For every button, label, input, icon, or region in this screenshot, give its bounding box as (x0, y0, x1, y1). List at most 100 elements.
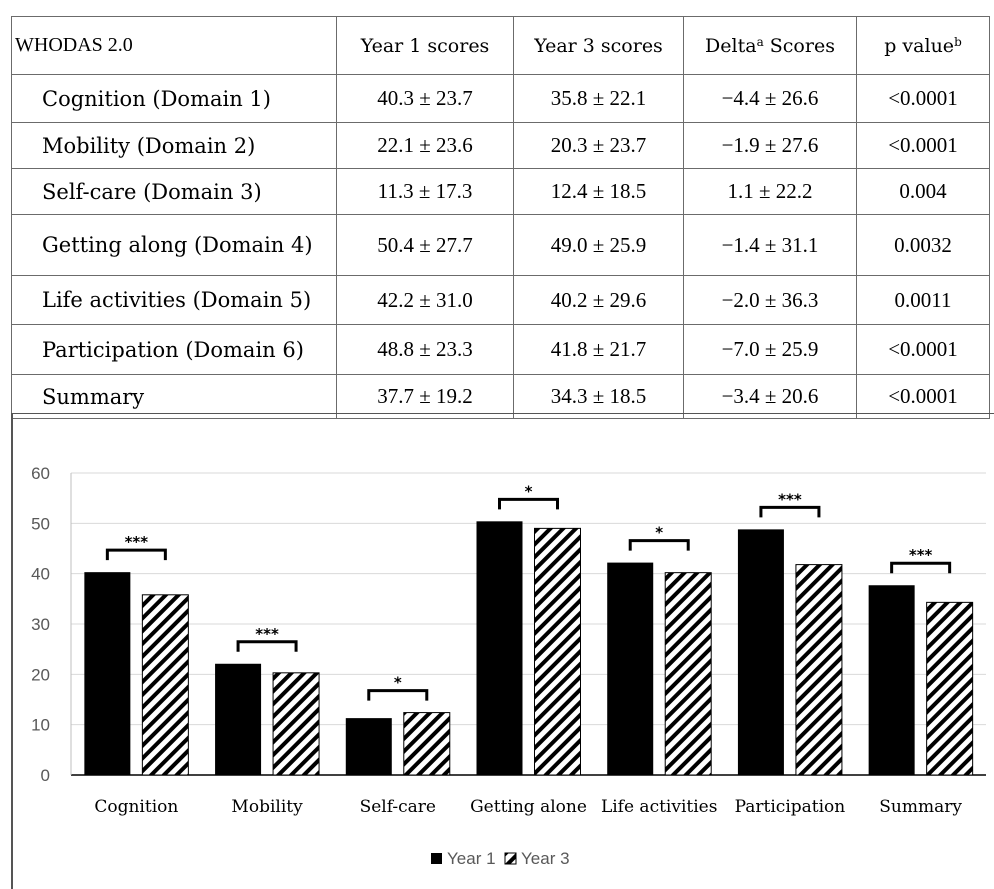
x-tick-label: Getting alone (470, 797, 587, 817)
bar-year3 (141, 594, 189, 776)
significance-bracket (236, 640, 298, 652)
x-tick-label: Life activities (601, 797, 718, 817)
significance-bracket (759, 505, 821, 518)
y-tick-label: 50 (31, 514, 50, 533)
significance-bracket (367, 689, 429, 701)
legend-label-year1: Year 1 (447, 849, 496, 868)
table-row: Summary 37.7 ± 19.2 34.3 ± 18.5 −3.4 ± 20.6… (11, 374, 990, 419)
year3-score: 40.2 ± 29.6 (513, 275, 684, 325)
significance-label: * (655, 524, 663, 542)
header-pvalue: p valueb (856, 16, 990, 75)
row-label: Self-care (Domain 3) (11, 168, 337, 215)
bar-year1 (215, 663, 262, 775)
year3-score: 20.3 ± 23.7 (513, 122, 684, 169)
significance-label: * (525, 482, 533, 500)
delta-score: −3.4 ± 20.6 (683, 374, 857, 419)
table-header-row: WHODAS 2.0 Year 1 scores Year 3 scores D… (11, 16, 990, 75)
year1-score: 50.4 ± 27.7 (336, 214, 514, 276)
y-tick-label: 40 (31, 565, 50, 584)
row-label: Cognition (Domain 1) (11, 74, 337, 123)
table-row: Life activities (Domain 5) 42.2 ± 31.0 40.… (11, 275, 990, 325)
header-whodas: WHODAS 2.0 (11, 16, 337, 75)
significance-label: *** (909, 546, 933, 564)
delta-score: −7.0 ± 25.9 (683, 324, 857, 375)
whodas-table: WHODAS 2.0 Year 1 scores Year 3 scores D… (11, 16, 990, 419)
year1-score: 42.2 ± 31.0 (336, 275, 514, 325)
significance-bracket (890, 561, 952, 574)
year1-score: 40.3 ± 23.7 (336, 74, 514, 123)
legend-label-year3: Year 3 (521, 849, 570, 868)
header-year3: Year 3 scores (513, 16, 684, 75)
year3-score: 49.0 ± 25.9 (513, 214, 684, 276)
row-label: Participation (Domain 6) (11, 324, 337, 375)
legend-swatch-year3 (504, 852, 517, 865)
bar-year3 (534, 527, 581, 776)
significance-label: *** (255, 625, 279, 643)
significance-label: *** (125, 533, 149, 551)
legend-swatch-year1 (431, 853, 442, 864)
delta-score: −1.9 ± 27.6 (683, 122, 857, 169)
year1-score: 22.1 ± 23.6 (336, 122, 514, 169)
p-value: <0.0001 (856, 122, 990, 169)
row-label: Mobility (Domain 2) (11, 122, 337, 169)
p-value: 0.0032 (856, 214, 990, 276)
year1-score: 11.3 ± 17.3 (336, 168, 514, 215)
significance-bracket (628, 539, 690, 551)
bar-year1 (476, 521, 523, 775)
y-tick-label: 10 (31, 716, 50, 735)
y-tick-label: 60 (31, 464, 50, 483)
row-label: Life activities (Domain 5) (11, 275, 337, 325)
footnote-b: b (954, 34, 962, 49)
p-value: 0.004 (856, 168, 990, 215)
row-label: Summary (11, 374, 337, 419)
header-scores-label: Scores (769, 34, 835, 57)
bar-year1 (345, 718, 392, 775)
table-row: Cognition (Domain 1) 40.3 ± 23.7 35.8 ± 22… (11, 74, 990, 123)
year3-score: 34.3 ± 18.5 (513, 374, 684, 419)
table-row: Self-care (Domain 3) 11.3 ± 17.3 12.4 ± 18… (11, 168, 990, 215)
y-tick-label: 30 (31, 615, 50, 634)
header-delta: Deltaa Scores (683, 16, 857, 75)
chart-frame: 0 10 20 30 40 50 60 *** Cognition *** Mobility * Sel… (11, 413, 994, 889)
bar-year3 (272, 672, 320, 776)
bar-chart: 0 10 20 30 40 50 60 *** Cognition *** Mobility * Sel… (31, 464, 986, 868)
bar-year3 (795, 564, 843, 776)
x-tick-label: Participation (735, 797, 846, 817)
delta-score: −2.0 ± 36.3 (683, 275, 857, 325)
bar-year3 (403, 712, 451, 776)
x-tick-label: Mobility (231, 797, 303, 817)
x-tick-label: Summary (879, 797, 962, 817)
footnote-a: a (756, 34, 764, 49)
x-tick-label: Cognition (94, 797, 178, 817)
table-row: Mobility (Domain 2) 22.1 ± 23.6 20.3 ± 23.… (11, 122, 990, 169)
p-value: <0.0001 (856, 324, 990, 375)
bar-year1 (868, 585, 915, 775)
significance-bracket (105, 548, 167, 561)
year3-score: 12.4 ± 18.5 (513, 168, 684, 215)
table-row: Getting along (Domain 4) 50.4 ± 27.7 49.0 … (11, 214, 990, 276)
bar-year1 (607, 562, 654, 775)
year1-score: 37.7 ± 19.2 (336, 374, 514, 419)
p-value: <0.0001 (856, 74, 990, 123)
significance-label: * (394, 674, 402, 692)
x-tick-label: Self-care (360, 797, 436, 817)
delta-score: −4.4 ± 26.6 (683, 74, 857, 123)
significance-bracket (498, 497, 559, 510)
p-value: 0.0011 (856, 275, 990, 325)
y-tick-label: 0 (41, 766, 50, 785)
p-value: <0.0001 (856, 374, 990, 419)
delta-score: 1.1 ± 22.2 (683, 168, 857, 215)
year3-score: 35.8 ± 22.1 (513, 74, 684, 123)
header-year1: Year 1 scores (336, 16, 514, 75)
header-pvalue-label: p value (884, 34, 955, 57)
year3-score: 41.8 ± 21.7 (513, 324, 684, 375)
bar-year1 (84, 572, 131, 775)
bar-year1 (737, 529, 784, 775)
year1-score: 48.8 ± 23.3 (336, 324, 514, 375)
table-row: Participation (Domain 6) 48.8 ± 23.3 41.8 … (11, 324, 990, 375)
delta-score: −1.4 ± 31.1 (683, 214, 857, 276)
significance-label: *** (778, 490, 802, 508)
row-label: Getting along (Domain 4) (11, 214, 337, 276)
bar-year3 (926, 601, 974, 776)
header-delta-label: Delta (705, 34, 757, 57)
